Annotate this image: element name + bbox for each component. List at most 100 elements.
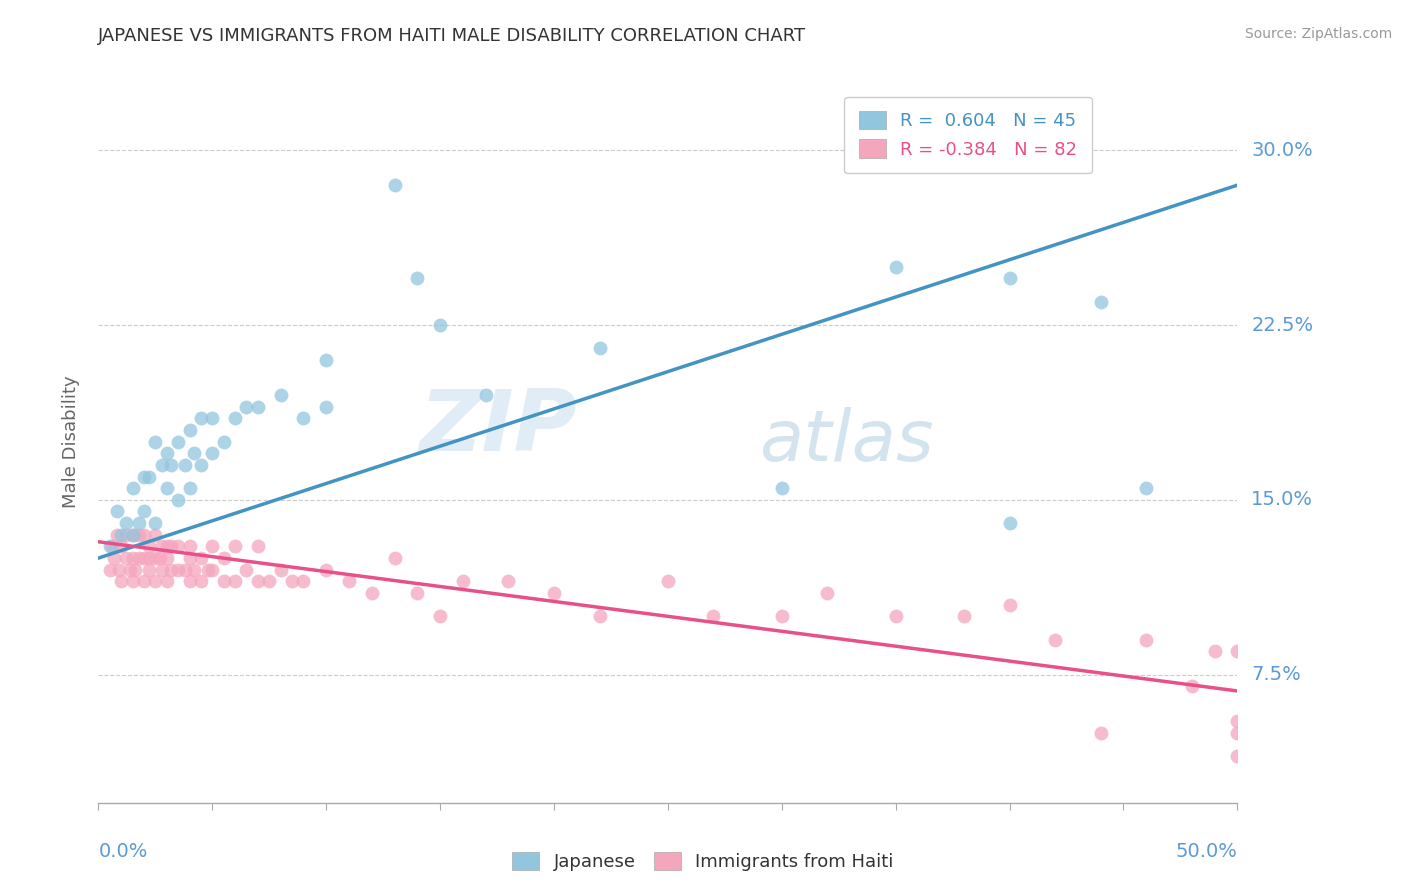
- Point: [145, 574, 167, 589]
- Point: [246, 400, 269, 414]
- Point: [138, 563, 160, 577]
- Point: [406, 271, 429, 285]
- Point: [190, 458, 212, 472]
- Point: [120, 563, 142, 577]
- Point: [543, 586, 565, 600]
- Point: [292, 574, 315, 589]
- Text: 15.0%: 15.0%: [1251, 491, 1313, 509]
- Point: [121, 528, 143, 542]
- Point: [179, 423, 201, 437]
- Point: [197, 563, 219, 577]
- Point: [121, 528, 143, 542]
- Point: [174, 458, 197, 472]
- Point: [128, 528, 150, 542]
- Point: [167, 492, 190, 507]
- Point: [150, 458, 173, 472]
- Point: [201, 411, 224, 425]
- Point: [270, 563, 292, 577]
- Point: [201, 540, 224, 554]
- Point: [235, 563, 257, 577]
- Point: [138, 540, 160, 554]
- Point: [337, 574, 360, 589]
- Point: [174, 563, 197, 577]
- Point: [770, 609, 793, 624]
- Point: [815, 586, 838, 600]
- Point: [588, 341, 610, 355]
- Point: [190, 411, 212, 425]
- Text: atlas: atlas: [759, 407, 934, 476]
- Point: [1181, 679, 1204, 693]
- Point: [110, 528, 132, 542]
- Point: [145, 516, 167, 530]
- Point: [1226, 644, 1249, 658]
- Point: [1135, 481, 1157, 495]
- Point: [105, 504, 128, 518]
- Point: [128, 551, 150, 566]
- Point: [998, 516, 1021, 530]
- Point: [179, 551, 201, 566]
- Point: [156, 540, 179, 554]
- Point: [132, 504, 155, 518]
- Point: [167, 540, 190, 554]
- Point: [1226, 714, 1249, 729]
- Point: [1226, 726, 1249, 740]
- Y-axis label: Male Disability: Male Disability: [62, 376, 80, 508]
- Point: [1090, 294, 1112, 309]
- Point: [212, 574, 235, 589]
- Point: [429, 318, 451, 332]
- Point: [110, 574, 132, 589]
- Point: [121, 574, 143, 589]
- Legend: R =  0.604   N = 45, R = -0.384   N = 82: R = 0.604 N = 45, R = -0.384 N = 82: [844, 96, 1091, 173]
- Legend: Japanese, Immigrants from Haiti: Japanese, Immigrants from Haiti: [505, 845, 901, 879]
- Point: [702, 609, 724, 624]
- Point: [281, 574, 304, 589]
- Point: [98, 563, 121, 577]
- Point: [132, 574, 155, 589]
- Point: [105, 528, 128, 542]
- Point: [201, 563, 224, 577]
- Point: [114, 551, 136, 566]
- Point: [998, 598, 1021, 612]
- Point: [183, 446, 205, 460]
- Point: [160, 563, 183, 577]
- Point: [167, 563, 190, 577]
- Point: [167, 434, 190, 449]
- Point: [124, 563, 146, 577]
- Point: [121, 481, 143, 495]
- Point: [179, 540, 201, 554]
- Text: 50.0%: 50.0%: [1175, 842, 1237, 861]
- Point: [235, 400, 257, 414]
- Point: [315, 400, 337, 414]
- Point: [498, 574, 520, 589]
- Point: [429, 609, 451, 624]
- Point: [179, 574, 201, 589]
- Point: [132, 528, 155, 542]
- Point: [101, 540, 124, 554]
- Point: [270, 388, 292, 402]
- Point: [315, 353, 337, 368]
- Point: [224, 411, 246, 425]
- Point: [145, 434, 167, 449]
- Point: [132, 469, 155, 483]
- Point: [190, 574, 212, 589]
- Point: [212, 551, 235, 566]
- Point: [770, 481, 793, 495]
- Point: [315, 563, 337, 577]
- Point: [224, 540, 246, 554]
- Point: [212, 434, 235, 449]
- Point: [160, 458, 183, 472]
- Point: [132, 551, 155, 566]
- Point: [190, 551, 212, 566]
- Point: [201, 446, 224, 460]
- Point: [1090, 726, 1112, 740]
- Point: [183, 563, 205, 577]
- Point: [1135, 632, 1157, 647]
- Point: [1204, 644, 1226, 658]
- Point: [138, 469, 160, 483]
- Point: [149, 551, 172, 566]
- Point: [110, 540, 132, 554]
- Point: [224, 574, 246, 589]
- Point: [360, 586, 382, 600]
- Point: [150, 563, 173, 577]
- Text: ZIP: ZIP: [419, 385, 576, 468]
